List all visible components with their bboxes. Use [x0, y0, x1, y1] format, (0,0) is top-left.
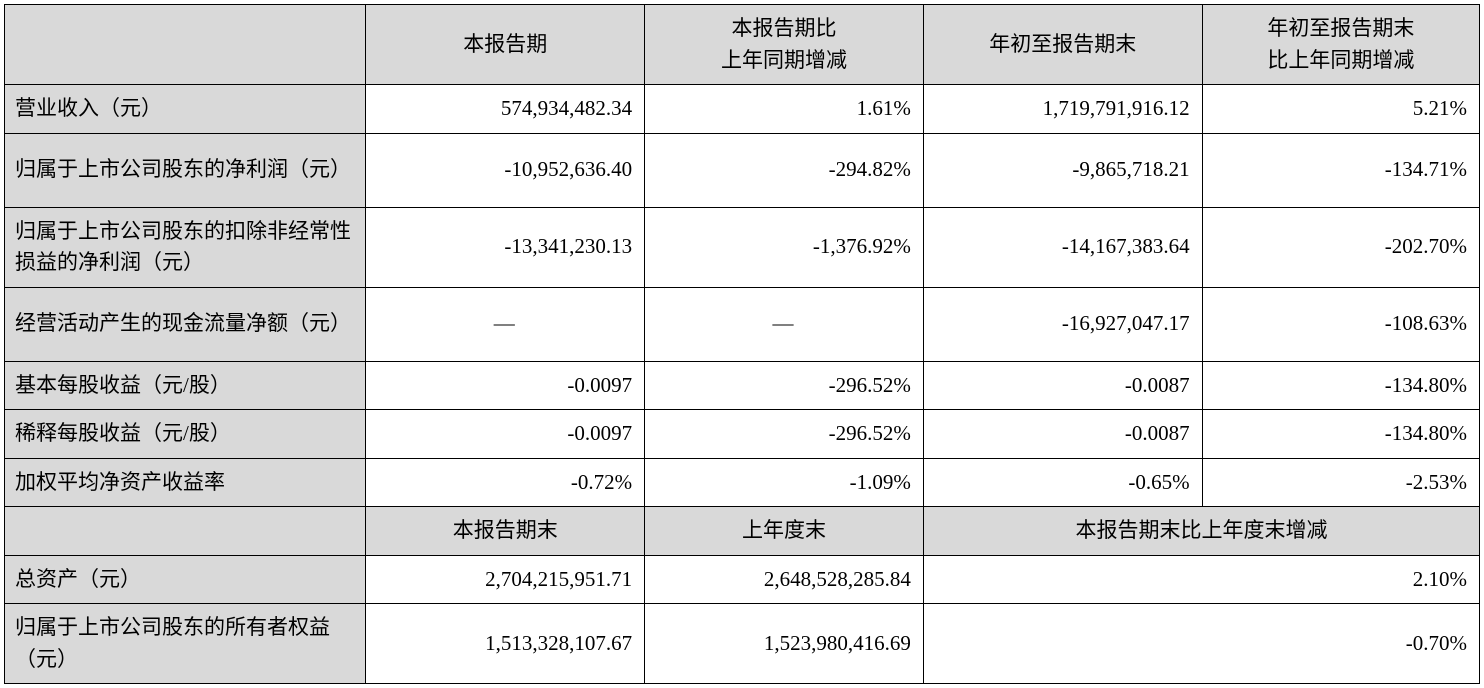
cell: 1.61% [645, 85, 924, 134]
row-label: 稀释每股收益（元/股） [5, 410, 366, 459]
cell: 1,523,980,416.69 [645, 604, 924, 684]
row-label: 加权平均净资产收益率 [5, 458, 366, 507]
cell: -14,167,383.64 [923, 207, 1202, 287]
cell: -0.0087 [923, 410, 1202, 459]
cell: 2,704,215,951.71 [366, 555, 645, 604]
financial-table: 本报告期 本报告期比上年同期增减 年初至报告期末 年初至报告期末比上年同期增减 … [4, 4, 1480, 684]
row-label: 归属于上市公司股东的所有者权益（元） [5, 604, 366, 684]
cell: -0.0097 [366, 410, 645, 459]
cell: -0.0097 [366, 361, 645, 410]
cell: 574,934,482.34 [366, 85, 645, 134]
table-row: 基本每股收益（元/股） -0.0097 -296.52% -0.0087 -13… [5, 361, 1480, 410]
row-label: 归属于上市公司股东的扣除非经常性损益的净利润（元） [5, 207, 366, 287]
table-row: 稀释每股收益（元/股） -0.0097 -296.52% -0.0087 -13… [5, 410, 1480, 459]
cell: — [645, 287, 924, 361]
cell: -10,952,636.40 [366, 133, 645, 207]
cell: -1,376.92% [645, 207, 924, 287]
table-row: 总资产（元） 2,704,215,951.71 2,648,528,285.84… [5, 555, 1480, 604]
cell: -13,341,230.13 [366, 207, 645, 287]
row-label: 经营活动产生的现金流量净额（元） [5, 287, 366, 361]
cell: -296.52% [645, 410, 924, 459]
cell: 1,719,791,916.12 [923, 85, 1202, 134]
row-label: 基本每股收益（元/股） [5, 361, 366, 410]
cell: — [366, 287, 645, 361]
cell: -108.63% [1202, 287, 1479, 361]
cell: -294.82% [645, 133, 924, 207]
header-bottom-col2: 上年度末 [645, 507, 924, 556]
row-label: 归属于上市公司股东的净利润（元） [5, 133, 366, 207]
table-row: 经营活动产生的现金流量净额（元） — — -16,927,047.17 -108… [5, 287, 1480, 361]
cell: -134.71% [1202, 133, 1479, 207]
header-row-top: 本报告期 本报告期比上年同期增减 年初至报告期末 年初至报告期末比上年同期增减 [5, 5, 1480, 85]
cell: -16,927,047.17 [923, 287, 1202, 361]
cell: -0.72% [366, 458, 645, 507]
cell: -202.70% [1202, 207, 1479, 287]
cell: 5.21% [1202, 85, 1479, 134]
table-row: 归属于上市公司股东的扣除非经常性损益的净利润（元） -13,341,230.13… [5, 207, 1480, 287]
table-row: 营业收入（元） 574,934,482.34 1.61% 1,719,791,9… [5, 85, 1480, 134]
header-row-bottom: 本报告期末 上年度末 本报告期末比上年度末增减 [5, 507, 1480, 556]
header-col2: 本报告期比上年同期增减 [645, 5, 924, 85]
cell: 2,648,528,285.84 [645, 555, 924, 604]
cell: -134.80% [1202, 361, 1479, 410]
cell: 2.10% [923, 555, 1479, 604]
row-label: 营业收入（元） [5, 85, 366, 134]
header-bottom-col34: 本报告期末比上年度末增减 [923, 507, 1479, 556]
cell: -1.09% [645, 458, 924, 507]
cell: -0.0087 [923, 361, 1202, 410]
header-col4: 年初至报告期末比上年同期增减 [1202, 5, 1479, 85]
table-row: 加权平均净资产收益率 -0.72% -1.09% -0.65% -2.53% [5, 458, 1480, 507]
table-row: 归属于上市公司股东的所有者权益（元） 1,513,328,107.67 1,52… [5, 604, 1480, 684]
cell: -9,865,718.21 [923, 133, 1202, 207]
table-row: 归属于上市公司股东的净利润（元） -10,952,636.40 -294.82%… [5, 133, 1480, 207]
cell: -2.53% [1202, 458, 1479, 507]
cell: -0.70% [923, 604, 1479, 684]
cell: -296.52% [645, 361, 924, 410]
header-blank-bottom [5, 507, 366, 556]
header-col1: 本报告期 [366, 5, 645, 85]
cell: -134.80% [1202, 410, 1479, 459]
header-bottom-col1: 本报告期末 [366, 507, 645, 556]
cell: -0.65% [923, 458, 1202, 507]
header-blank [5, 5, 366, 85]
header-col3: 年初至报告期末 [923, 5, 1202, 85]
row-label: 总资产（元） [5, 555, 366, 604]
cell: 1,513,328,107.67 [366, 604, 645, 684]
